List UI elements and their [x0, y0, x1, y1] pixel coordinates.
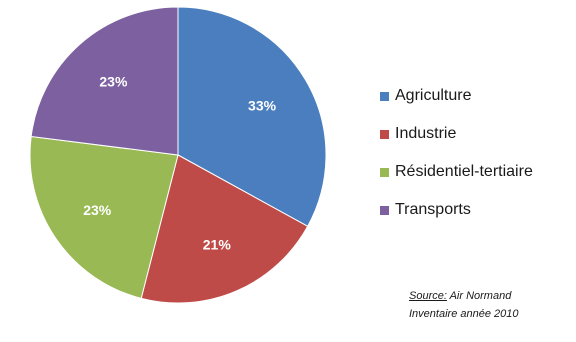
- pie-label-transports: 23%: [99, 74, 128, 90]
- legend-label-transports: Transports: [395, 201, 471, 218]
- pie-slice-transports: [30, 6, 179, 156]
- legend-item-residentiel-tertiaire: Résidentiel-tertiaire: [380, 162, 533, 182]
- legend-label-residentiel-tertiaire: Résidentiel-tertiaire: [395, 163, 533, 180]
- pie-slices: [29, 6, 327, 304]
- pie-label-agriculture: 33%: [248, 97, 277, 113]
- pie-label-residentiel-tertiaire: 23%: [83, 202, 112, 218]
- pie-slice-labels: 33% 21% 23% 23%: [83, 74, 276, 253]
- source-note: Source: Air Normand Inventaire année 201…: [409, 287, 569, 323]
- pie-slice-industrie: [140, 154, 309, 304]
- pie-label-industrie: 21%: [203, 237, 232, 253]
- pie-slice-agriculture: [177, 6, 327, 227]
- legend-item-transports: Transports: [380, 200, 533, 220]
- chart-legend: Agriculture Industrie Résidentiel-tertia…: [380, 86, 533, 238]
- source-line-2: Inventaire année 2010: [409, 308, 519, 320]
- source-line-1: Source: Air Normand: [409, 287, 569, 305]
- pie-slice-residentiel-tertiaire: [29, 135, 179, 299]
- legend-item-agriculture: Agriculture: [380, 86, 533, 106]
- legend-swatch-residentiel-tertiaire: [380, 167, 389, 177]
- legend-label-industrie: Industrie: [395, 125, 457, 142]
- legend-label-agriculture: Agriculture: [395, 87, 472, 104]
- legend-swatch-transports: [380, 205, 389, 215]
- source-prefix: Source:: [409, 290, 447, 302]
- legend-swatch-industrie: [380, 129, 389, 139]
- legend-swatch-agriculture: [380, 91, 389, 101]
- legend-item-industrie: Industrie: [380, 124, 533, 144]
- source-org: Air Normand: [446, 290, 512, 302]
